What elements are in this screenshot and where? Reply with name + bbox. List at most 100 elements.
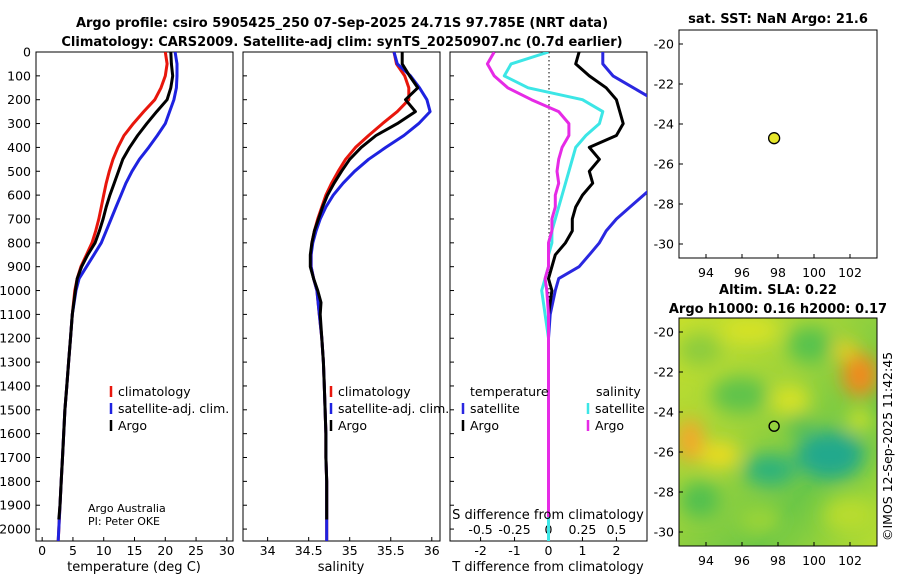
depth-tick-label: 300: [7, 116, 31, 131]
legend-heading-temperature: temperature: [470, 384, 549, 399]
credit-line1: Argo Australia: [88, 502, 166, 515]
depth-tick-label: 600: [7, 188, 31, 203]
x-tick-label: 25: [188, 543, 204, 558]
map-y-tick-label: -20: [654, 37, 674, 52]
depth-tick-label: 1700: [0, 450, 31, 465]
x-tick-label: -1: [508, 543, 520, 558]
salinity-profile-lines: [308, 52, 432, 541]
map-y-tick-label: -24: [654, 117, 674, 132]
depth-tick-label: 100: [7, 68, 31, 83]
map-y-tick-label: -28: [654, 197, 674, 212]
map-y-tick-label: -28: [654, 485, 674, 500]
depth-tick-label: 1800: [0, 474, 31, 489]
legend-label-sal-argo: Argo: [595, 418, 624, 433]
legend-label-climatology: climatology: [338, 384, 411, 399]
depth-tick-label: 1000: [0, 283, 31, 298]
depth-tick-label: 800: [7, 235, 31, 250]
map-x-tick-label: 96: [734, 553, 750, 568]
x-tick-label: 15: [127, 543, 143, 558]
temperature-xlabel: temperature (deg C): [67, 560, 201, 575]
map-x-tick-label: 100: [802, 265, 826, 280]
depth-tick-label: 1200: [0, 331, 31, 346]
legend-label-satellite: satellite-adj. clim.: [338, 401, 449, 416]
depth-tick-label: 2000: [0, 522, 31, 537]
sla-heatmap: [679, 318, 877, 546]
temperature-legend: climatology satellite-adj. clim. Argo: [109, 384, 229, 433]
difference-xlabel: T difference from climatology: [451, 560, 644, 575]
sst-map-ticks: 94 96 98 100 102 -20 -22 -24 -26 -28 -30: [654, 37, 862, 281]
x-tick-label: -2: [474, 543, 486, 558]
map-y-tick-label: -22: [654, 77, 674, 92]
depth-tick-label: 1900: [0, 498, 31, 513]
x-tick-label: 2: [612, 543, 620, 558]
legend-label-temp-argo: Argo: [470, 418, 499, 433]
salinity-panel-frame: [242, 51, 441, 542]
legend-heading-salinity: salinity: [596, 384, 641, 399]
series-line-salinity-argo: [485, 52, 571, 518]
map-y-tick-label: -20: [654, 325, 674, 340]
x-tick-label: 34.5: [295, 543, 323, 558]
legend-label-climatology: climatology: [118, 384, 191, 399]
x-tick-label: 0: [38, 543, 46, 558]
depth-tick-label: 500: [7, 164, 31, 179]
x-tick-label: 0: [545, 543, 553, 558]
sst-map-title: sat. SST: NaN Argo: 21.6: [688, 12, 868, 27]
map-y-tick-label: -30: [654, 525, 674, 540]
difference-axis-ticks: -2 -1 0 1 2: [474, 537, 620, 558]
x-tick-label: 35: [342, 543, 358, 558]
difference-legend: temperature satellite Argo salinity sate…: [461, 384, 645, 433]
legend-label-satellite: satellite-adj. clim.: [118, 401, 229, 416]
series-line-argo: [57, 52, 175, 520]
map-y-tick-label: -22: [654, 365, 674, 380]
salinity-xlabel: salinity: [318, 560, 365, 575]
legend-label-temp-satellite: satellite: [470, 401, 520, 416]
legend-label-argo: Argo: [338, 418, 367, 433]
depth-tick-label: 1100: [0, 307, 31, 322]
x-tick-label: 1: [578, 543, 586, 558]
map-x-tick-label: 98: [770, 265, 786, 280]
map-y-tick-label: -24: [654, 405, 674, 420]
map-x-tick-label: 100: [802, 553, 826, 568]
map-x-tick-label: 98: [770, 553, 786, 568]
top-tick-label: -0.25: [498, 522, 530, 537]
series-line-argo: [308, 52, 420, 520]
legend-label-argo: Argo: [118, 418, 147, 433]
difference-top-xlabel: S difference from climatology: [452, 508, 644, 523]
top-tick-label: 0.25: [569, 522, 597, 537]
sla-map-title-line1: Altim. SLA: 0.22: [719, 283, 837, 298]
sla-map-ticks: 94 96 98 100 102 -20 -22 -24 -26 -28 -30: [654, 325, 862, 569]
salinity-legend: climatology satellite-adj. clim. Argo: [329, 384, 449, 433]
map-x-tick-label: 102: [838, 553, 862, 568]
x-tick-label: 35.5: [377, 543, 405, 558]
temperature-profile-lines: [56, 52, 179, 541]
map-x-tick-label: 96: [734, 265, 750, 280]
difference-profile-lines: [485, 52, 647, 541]
depth-tick-label: 700: [7, 211, 31, 226]
map-y-tick-label: -26: [654, 157, 674, 172]
figure-title-line2: Climatology: CARS2009. Satellite-adj cli…: [61, 35, 622, 50]
depth-tick-label: 1600: [0, 426, 31, 441]
top-tick-label: -0.5: [468, 522, 492, 537]
credit-line2: PI: Peter OKE: [88, 515, 160, 528]
temperature-axis-ticks: 0 5 10 15 20 25 30: [38, 537, 235, 558]
sla-map-title-line2: Argo h1000: 0.16 h2000: 0.17: [669, 302, 887, 317]
top-tick-label: 0.5: [606, 522, 626, 537]
sst-float-marker: [767, 132, 781, 145]
x-tick-label: 36: [424, 543, 440, 558]
figure-title-line1: Argo profile: csiro 5905425_250 07-Sep-2…: [76, 16, 608, 31]
legend-label-sal-satellite: satellite: [595, 401, 645, 416]
map-x-tick-label: 94: [698, 265, 714, 280]
depth-tick-label: 1300: [0, 355, 31, 370]
salinity-axis-ticks: 34 34.5 35 35.5 36: [260, 537, 440, 558]
depth-tick-label: 900: [7, 259, 31, 274]
x-tick-label: 10: [96, 543, 112, 558]
series-line-temperature-argo: [547, 52, 625, 518]
x-tick-label: 5: [69, 543, 77, 558]
series-line-satellite-adj-clim-: [309, 52, 432, 541]
depth-tick-label: 1400: [0, 378, 31, 393]
depth-tick-label: 0: [23, 45, 31, 60]
depth-axis-ticks: 0 100 200 300 400 500 600 700 800 900 1000 1100 1200…: [0, 45, 454, 537]
imos-watermark: ©IMOS 12-Sep-2025 11:42:45: [880, 352, 895, 541]
x-tick-label: 30: [219, 543, 235, 558]
x-tick-label: 20: [157, 543, 173, 558]
